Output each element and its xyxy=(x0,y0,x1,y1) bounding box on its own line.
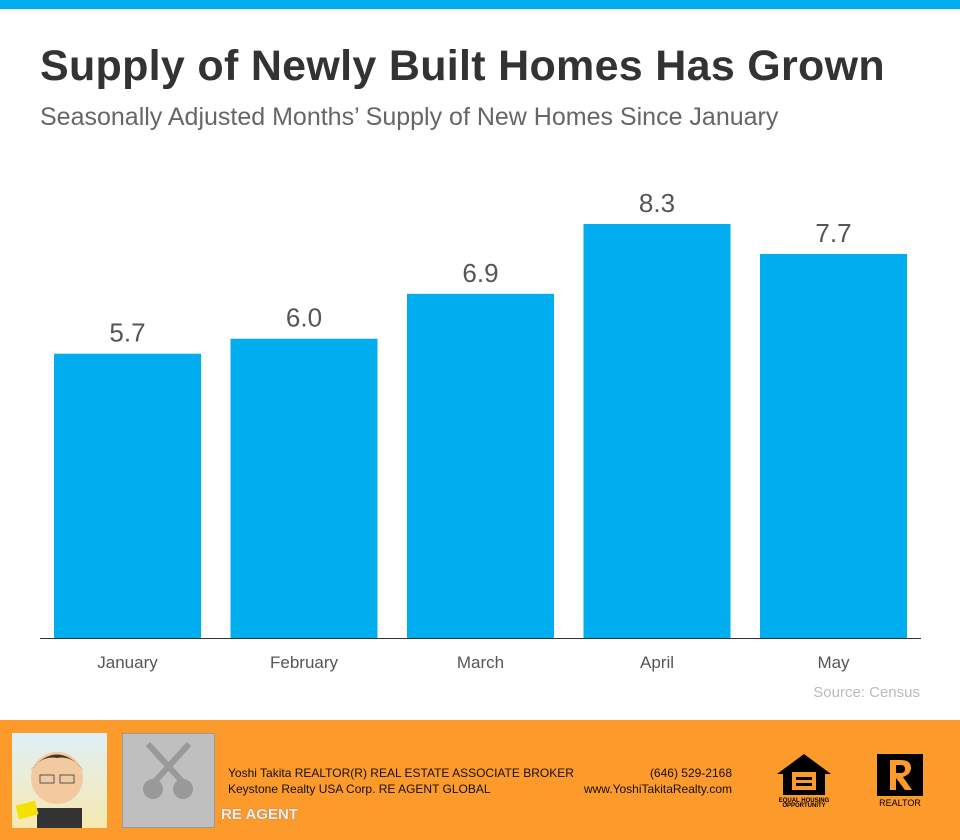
re-agent-logo: RE AGENT xyxy=(122,733,298,828)
bar-march xyxy=(407,293,554,638)
x-tick-label: January xyxy=(97,653,158,672)
svg-text:EQUAL HOUSING: EQUAL HOUSING xyxy=(779,798,830,804)
bar-january xyxy=(54,353,201,638)
bar-chart: 5.7 January 6.0 February 6.9 March 8.3 April 7.7… xyxy=(40,188,921,672)
data-label: 6.0 xyxy=(286,303,322,333)
x-tick-label: February xyxy=(270,653,339,672)
realtor-logo-icon: REALTOR xyxy=(875,752,925,808)
data-label: 8.3 xyxy=(639,188,675,218)
source-note: Source: Census xyxy=(813,684,920,701)
page-subtitle: Seasonally Adjusted Months’ Supply of Ne… xyxy=(40,103,779,131)
x-tick-label: March xyxy=(457,653,504,672)
data-label: 7.7 xyxy=(815,218,851,248)
x-tick-label: May xyxy=(817,653,850,672)
agent-name-line: Yoshi Takita REALTOR(R) REAL ESTATE ASSO… xyxy=(228,766,574,780)
page-title: Supply of Newly Built Homes Has Grown xyxy=(40,42,885,90)
data-label: 6.9 xyxy=(462,258,498,288)
website-link[interactable]: www.YoshiTakitaRealty.com xyxy=(583,782,732,796)
svg-text:REALTOR: REALTOR xyxy=(879,798,921,807)
bar-may xyxy=(760,253,907,638)
equal-housing-icon: EQUAL HOUSING OPPORTUNITY xyxy=(775,752,833,809)
x-tick-label: April xyxy=(640,653,674,672)
svg-text:OPPORTUNITY: OPPORTUNITY xyxy=(782,803,825,807)
footer: RE AGENT Yoshi Takita REALTOR(R) REAL ES… xyxy=(0,720,960,840)
agent-caricature-image xyxy=(12,733,107,828)
top-accent-bar xyxy=(0,0,960,9)
data-label: 5.7 xyxy=(109,318,145,348)
bar-february xyxy=(230,338,378,638)
phone-number: (646) 529-2168 xyxy=(649,766,732,780)
agency-line: Keystone Realty USA Corp. RE AGENT GLOBA… xyxy=(228,782,491,796)
bar-april xyxy=(583,224,731,638)
